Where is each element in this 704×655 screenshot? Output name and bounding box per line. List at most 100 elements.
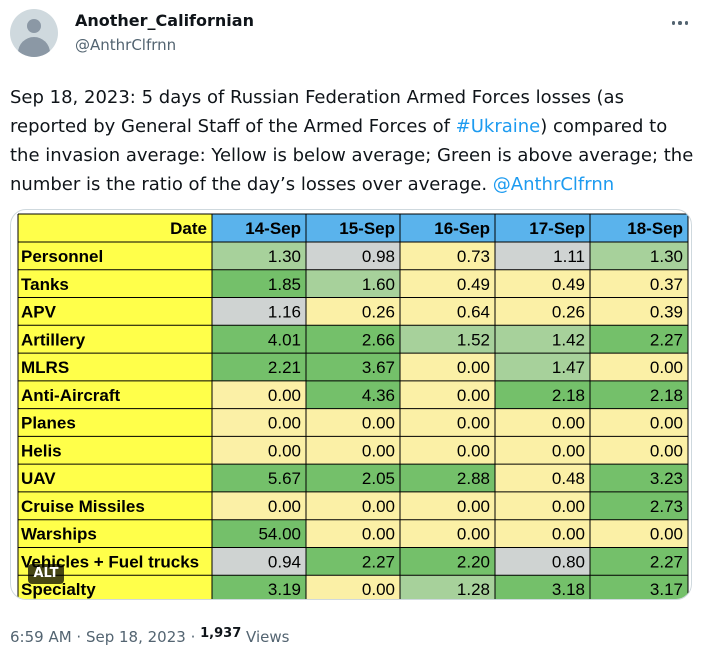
- value-cell: [400, 269, 495, 298]
- tweet-time[interactable]: 6:59 AM: [10, 628, 72, 646]
- value-cell: [590, 325, 688, 354]
- value-cell: [400, 380, 495, 409]
- value-cell: [306, 408, 400, 437]
- value-cell: [590, 519, 688, 548]
- dot: [678, 21, 682, 25]
- value-text: 2.73: [650, 497, 683, 516]
- value-text: 1.42: [552, 330, 585, 349]
- value-cell: [590, 408, 688, 437]
- value-cell: [212, 297, 306, 326]
- value-cell: [495, 436, 590, 465]
- value-cell: [590, 242, 688, 270]
- header-corner-label: Date: [170, 219, 207, 238]
- value-cell: [212, 547, 306, 576]
- views-count: 1,937: [200, 626, 242, 641]
- value-text: 1.28: [457, 580, 490, 599]
- row-label-cell: [18, 491, 212, 520]
- value-cell: [306, 242, 400, 270]
- tweet-image[interactable]: Date 14-Sep 15-Sep 16-Sep 17-Sep 18-Sep Person…: [10, 209, 692, 600]
- header-cell: [212, 214, 306, 242]
- value-cell: [495, 408, 590, 437]
- row-label: UAV: [21, 469, 56, 488]
- value-cell: [306, 269, 400, 298]
- row-label: Personnel: [21, 247, 103, 266]
- value-cell: [306, 491, 400, 520]
- header-cell: [306, 214, 400, 242]
- row-label: Vehicles + Fuel trucks: [21, 552, 199, 571]
- row-label-cell: [18, 297, 212, 326]
- value-text: 0.00: [650, 414, 683, 433]
- value-cell: [400, 408, 495, 437]
- alt-badge[interactable]: ALT: [28, 564, 64, 584]
- value-text: 0.98: [362, 247, 395, 266]
- value-text: 2.18: [552, 386, 585, 405]
- header-corner-cell: [18, 214, 212, 242]
- value-text: 1.16: [268, 303, 301, 322]
- value-text: 2.88: [457, 469, 490, 488]
- value-text: 2.05: [362, 469, 395, 488]
- value-cell: [306, 547, 400, 576]
- loss-ratio-table: Date 14-Sep 15-Sep 16-Sep 17-Sep 18-Sep Person…: [17, 213, 689, 599]
- value-text: 54.00: [258, 525, 301, 544]
- author-avatar[interactable]: [10, 9, 58, 57]
- value-text: 0.00: [268, 414, 301, 433]
- value-cell: [590, 380, 688, 409]
- value-cell: [400, 491, 495, 520]
- value-text: 0.00: [268, 441, 301, 460]
- value-cell: [212, 436, 306, 465]
- value-text: 0.00: [457, 441, 490, 460]
- value-cell: [306, 519, 400, 548]
- tweet-meta: 6:59 AM · Sep 18, 2023 · 1,937 Views: [10, 626, 290, 646]
- value-cell: [495, 519, 590, 548]
- row-label: Specialty: [21, 580, 96, 599]
- value-cell: [212, 242, 306, 270]
- value-text: 0.00: [457, 386, 490, 405]
- column-header: 15-Sep: [339, 219, 395, 238]
- value-text: 2.27: [362, 552, 395, 571]
- value-cell: [400, 547, 495, 576]
- value-cell: [400, 297, 495, 326]
- tweet-text-part: ) compared to the invasion average: Yell…: [10, 116, 694, 195]
- value-text: 1.52: [457, 330, 490, 349]
- value-cell: [400, 353, 495, 381]
- hashtag-link[interactable]: #Ukraine: [455, 116, 541, 137]
- value-text: 0.00: [457, 497, 490, 516]
- author-handle[interactable]: @AnthrClfrnn: [75, 36, 177, 54]
- value-text: 0.73: [457, 247, 490, 266]
- value-cell: [495, 325, 590, 354]
- value-text: 0.00: [362, 441, 395, 460]
- value-cell: [212, 464, 306, 492]
- value-cell: [306, 297, 400, 326]
- value-cell: [495, 297, 590, 326]
- value-text: 0.26: [552, 303, 585, 322]
- value-cell: [306, 325, 400, 354]
- more-options-icon[interactable]: [668, 13, 692, 33]
- value-text: 1.11: [553, 247, 585, 266]
- value-text: 1.30: [268, 247, 301, 266]
- value-cell: [400, 464, 495, 492]
- avatar-body-shape: [18, 37, 50, 57]
- value-cell: [590, 575, 688, 599]
- value-text: 2.66: [362, 330, 395, 349]
- tweet-text: Sep 18, 2023: 5 days of Russian Federati…: [10, 83, 696, 199]
- value-cell: [212, 519, 306, 548]
- value-cell: [590, 547, 688, 576]
- value-text: 0.00: [552, 497, 585, 516]
- row-label: Anti-Aircraft: [21, 386, 121, 405]
- value-text: 1.30: [650, 247, 683, 266]
- mention-link[interactable]: @AnthrClfrnn: [492, 174, 615, 195]
- value-cell: [495, 353, 590, 381]
- row-label-cell: [18, 436, 212, 465]
- value-cell: [590, 269, 688, 298]
- row-label: MLRS: [21, 358, 69, 377]
- value-text: 0.00: [268, 386, 301, 405]
- tweet-date[interactable]: Sep 18, 2023: [85, 628, 186, 646]
- value-text: 3.67: [362, 358, 395, 377]
- value-cell: [400, 436, 495, 465]
- row-label: Planes: [21, 414, 76, 433]
- author-display-name[interactable]: Another_Californian: [75, 11, 254, 30]
- value-text: 0.00: [552, 525, 585, 544]
- value-text: 5.67: [268, 469, 301, 488]
- value-cell: [212, 325, 306, 354]
- value-text: 0.39: [650, 303, 683, 322]
